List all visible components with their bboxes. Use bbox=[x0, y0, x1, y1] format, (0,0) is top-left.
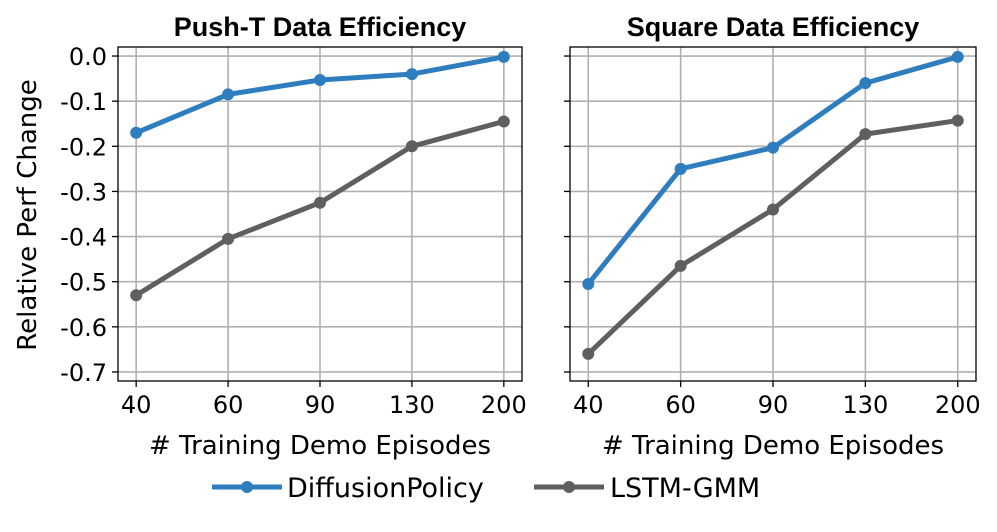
data-point bbox=[951, 50, 964, 63]
plot-frame bbox=[117, 46, 523, 382]
data-point bbox=[582, 277, 595, 290]
y-tick-label: -0.3 bbox=[60, 178, 107, 206]
x-tick-label: 90 bbox=[305, 391, 336, 419]
x-tick-label: 40 bbox=[121, 391, 152, 419]
data-point bbox=[674, 162, 687, 175]
x-tick-label: 130 bbox=[389, 391, 435, 419]
data-point bbox=[314, 73, 326, 86]
data-point bbox=[405, 140, 418, 153]
legend-label-diffusionpolicy: DiffusionPolicy bbox=[287, 473, 484, 504]
data-point bbox=[767, 141, 779, 154]
panel-square: Square Data Efficiency # Training Demo E… bbox=[564, 12, 981, 461]
data-point bbox=[497, 115, 510, 128]
data-point bbox=[405, 68, 418, 81]
y-tick-label: -0.2 bbox=[60, 133, 107, 161]
y-axis-label: Relative Perf Change bbox=[13, 79, 43, 351]
legend-label-lstm-gmm: LSTM-GMM bbox=[610, 473, 760, 504]
x-tick-label: 130 bbox=[842, 391, 888, 419]
grid bbox=[118, 47, 522, 381]
data-point bbox=[582, 347, 595, 360]
series-lstm-gmm bbox=[582, 114, 964, 360]
y-tick-label: -0.1 bbox=[60, 88, 107, 116]
series-diffusionpolicy bbox=[582, 50, 964, 290]
data-point bbox=[859, 128, 872, 141]
data-point bbox=[767, 203, 779, 216]
x-tick-label: 200 bbox=[481, 391, 527, 419]
y-tick-label: -0.6 bbox=[60, 314, 107, 342]
data-point bbox=[674, 259, 687, 272]
x-axis-label: # Training Demo Episodes bbox=[149, 431, 491, 461]
series-diffusionpolicy bbox=[130, 50, 510, 139]
x-tick-label: 200 bbox=[935, 391, 981, 419]
x-tick-label: 40 bbox=[573, 391, 604, 419]
legend-marker-diffusionpolicy bbox=[241, 481, 253, 493]
data-point bbox=[497, 50, 510, 63]
data-point bbox=[314, 196, 326, 209]
x-tick-label: 60 bbox=[213, 391, 244, 419]
y-tick-label: 0.0 bbox=[69, 43, 107, 71]
y-tick-label: -0.7 bbox=[60, 359, 107, 387]
x-axis-label: # Training Demo Episodes bbox=[602, 431, 944, 461]
data-point bbox=[130, 126, 143, 139]
x-tick-label: 90 bbox=[758, 391, 789, 419]
plot-frame bbox=[569, 46, 977, 382]
data-point bbox=[222, 88, 235, 101]
chart-title: Push-T Data Efficiency bbox=[174, 12, 467, 42]
x-tick-label: 60 bbox=[665, 391, 696, 419]
data-point bbox=[951, 114, 964, 127]
panel-push-t: Push-T Data Efficiency Relative Perf Cha… bbox=[13, 12, 527, 461]
y-tick-label: -0.4 bbox=[60, 224, 107, 252]
series-lstm-gmm bbox=[130, 115, 510, 302]
data-point bbox=[130, 289, 143, 302]
data-point bbox=[222, 232, 235, 245]
legend-marker-lstm-gmm bbox=[563, 481, 575, 493]
y-tick-label: -0.5 bbox=[60, 269, 107, 297]
data-point bbox=[859, 77, 872, 90]
legend: DiffusionPolicy LSTM-GMM bbox=[212, 473, 760, 504]
chart-title: Square Data Efficiency bbox=[627, 12, 920, 42]
